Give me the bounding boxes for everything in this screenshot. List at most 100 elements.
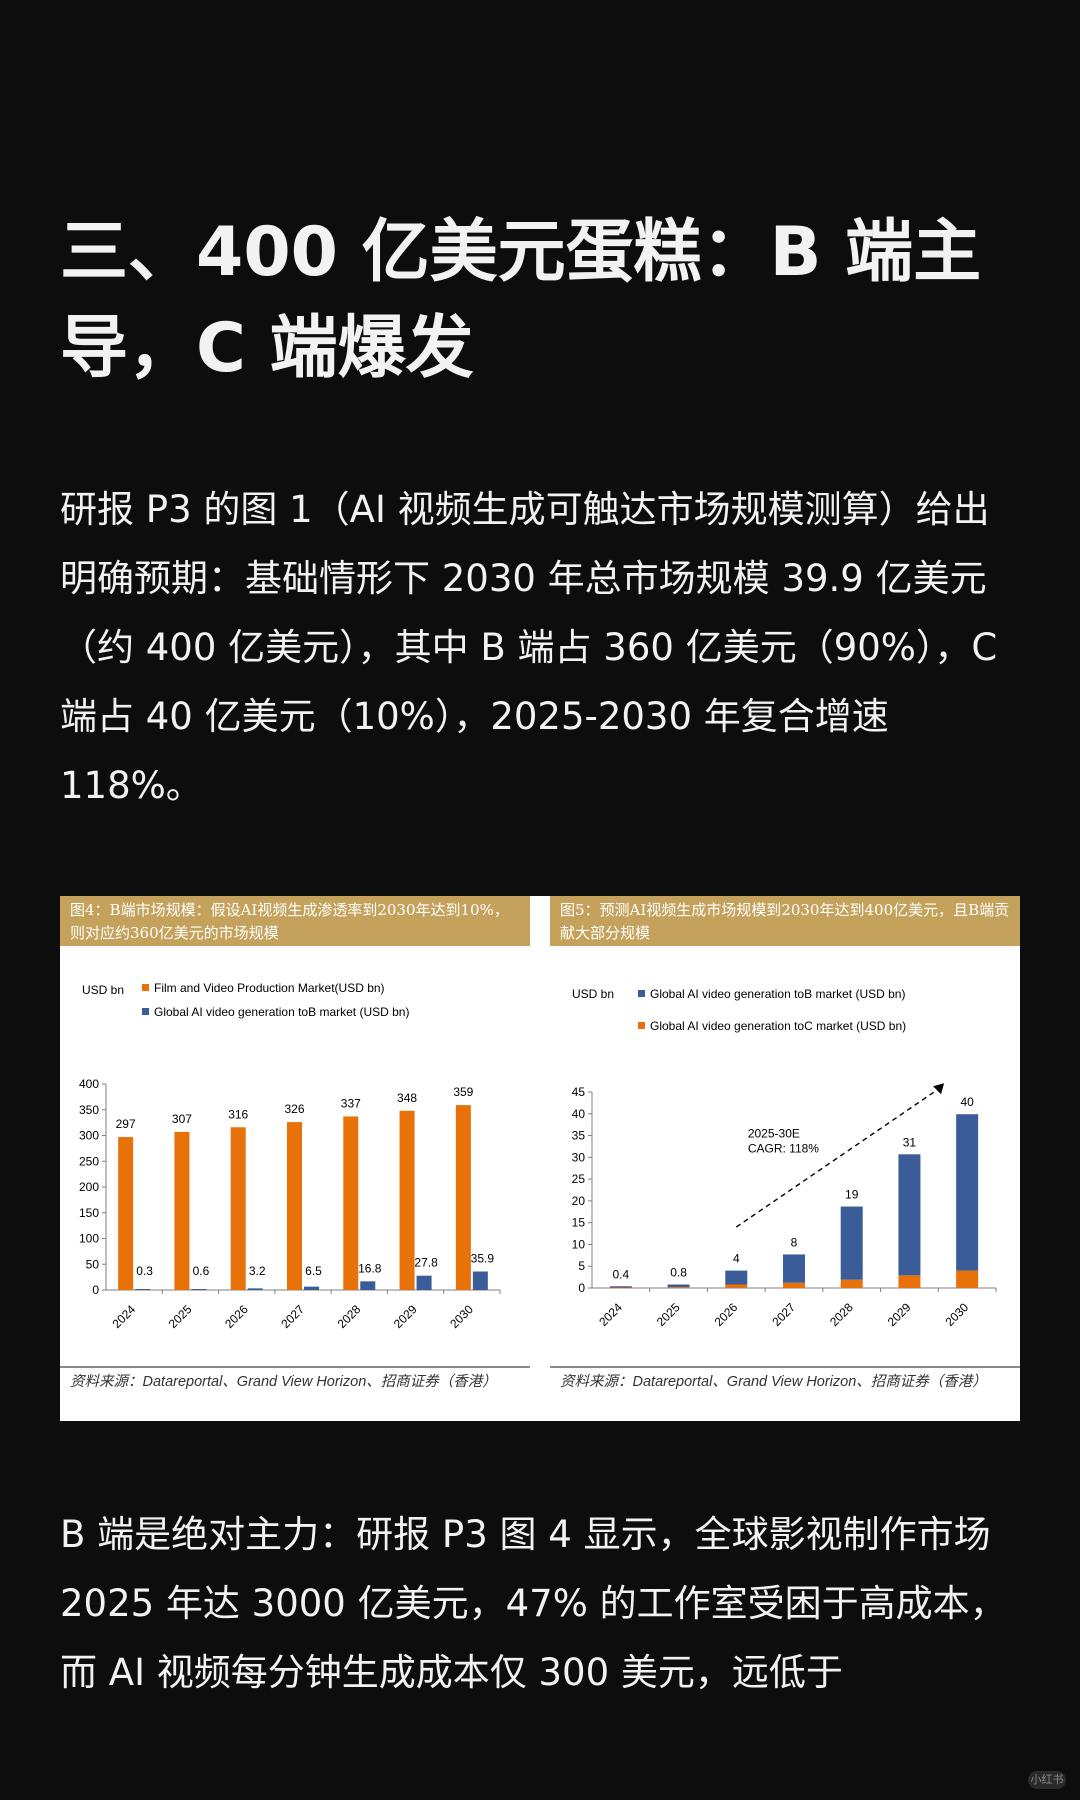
chart2-bar-toB xyxy=(956,1114,979,1271)
chart2-total-label: 8 xyxy=(791,1235,798,1249)
chart1-y-tick-label: 200 xyxy=(79,1180,99,1194)
chart1-x-tick-label: 2028 xyxy=(335,1302,364,1331)
chart1-y-tick-label: 50 xyxy=(86,1257,100,1271)
chart2-legend-label: Global AI video generation toB market (U… xyxy=(650,987,905,1001)
chart1-bar-film xyxy=(399,1110,415,1290)
chart2-total-label: 31 xyxy=(903,1135,917,1149)
chart1-bar-film xyxy=(118,1137,134,1290)
chart1-bar-toB xyxy=(416,1275,432,1290)
chart1-bar-toB xyxy=(304,1286,319,1290)
chart2-bar-toB xyxy=(783,1254,805,1283)
chart2-bar-toC xyxy=(956,1270,979,1288)
chart2-y-tick-label: 10 xyxy=(572,1237,586,1251)
chart1-data-label-film: 337 xyxy=(341,1096,361,1110)
chart2-y-tick-label: 40 xyxy=(572,1107,586,1121)
chart1-x-tick-label: 2030 xyxy=(447,1302,476,1331)
chart-film-market: USD bn Film and Video Production Market(U… xyxy=(79,981,501,1331)
chart1-y-tick-label: 300 xyxy=(79,1129,99,1143)
chart2-total-label: 0.4 xyxy=(613,1267,630,1281)
chart2-bar-toC xyxy=(609,1287,632,1289)
chart1-legend-label: Film and Video Production Market(USD bn) xyxy=(154,981,385,995)
chart2-bar-toB xyxy=(840,1206,863,1280)
chart1-data-label-toB: 6.5 xyxy=(305,1264,322,1278)
chart2-annotation: CAGR: 118% xyxy=(748,1142,819,1156)
chart2-unit: USD bn xyxy=(572,987,614,1001)
chart2-bar-toC xyxy=(783,1282,805,1288)
chart2-x-tick-label: 2025 xyxy=(654,1300,683,1329)
chart1-data-label-toB: 0.3 xyxy=(136,1264,153,1278)
chart1-bar-toB xyxy=(135,1289,151,1290)
chart1-data-label-toB: 0.6 xyxy=(193,1264,210,1278)
chart1-y-tick-label: 400 xyxy=(79,1077,99,1091)
chart2-bar-toB xyxy=(725,1270,748,1285)
chart1-legend-swatch xyxy=(142,984,149,991)
chart2-x-tick-label: 2026 xyxy=(712,1300,741,1329)
chart2-x-tick-label: 2024 xyxy=(596,1300,625,1329)
chart2-y-tick-label: 20 xyxy=(572,1194,586,1208)
page-title: 三、400 亿美元蛋糕：B 端主导，C 端爆发 xyxy=(60,213,982,388)
chart2-legend-swatch xyxy=(638,1022,645,1029)
chart1-y-tick-label: 150 xyxy=(79,1206,99,1220)
figure-4-panel: 图4：B端市场规模：假设AI视频生成渗透率到2030年达到10%，则对应约360… xyxy=(60,896,530,1421)
chart1-data-label-film: 297 xyxy=(116,1117,136,1131)
chart2-bar-toC xyxy=(667,1287,690,1288)
chart1-y-tick-label: 350 xyxy=(79,1103,99,1117)
chart1-unit: USD bn xyxy=(82,983,124,997)
chart2-y-tick-label: 35 xyxy=(572,1129,586,1143)
chart1-bar-toB xyxy=(472,1271,488,1290)
chart2-y-tick-label: 0 xyxy=(578,1281,585,1295)
figure-5-source: 资料来源：Datareportal、Grand View Horizon、招商证… xyxy=(550,1366,1020,1421)
chart2-legend-swatch xyxy=(638,990,645,997)
chart1-x-tick-label: 2024 xyxy=(109,1302,138,1331)
figure-block: 图4：B端市场规模：假设AI视频生成渗透率到2030年达到10%，则对应约360… xyxy=(60,896,1020,1421)
chart1-data-label-toB: 16.8 xyxy=(358,1261,382,1275)
chart1-data-label-film: 326 xyxy=(284,1102,304,1116)
chart2-bar-toB xyxy=(667,1284,690,1288)
chart1-y-tick-label: 0 xyxy=(92,1283,99,1297)
chart2-bar-toB xyxy=(898,1154,921,1276)
chart1-data-label-toB: 35.9 xyxy=(471,1252,495,1266)
chart1-bar-film xyxy=(230,1127,246,1290)
chart1-bar-toB xyxy=(360,1281,376,1290)
chart1-y-tick-label: 100 xyxy=(79,1232,99,1246)
chart2-bar-toC xyxy=(725,1284,748,1288)
watermark: 小红书 xyxy=(1028,1771,1066,1789)
figure-4-source: 资料来源：Datareportal、Grand View Horizon、招商证… xyxy=(60,1366,530,1421)
chart1-data-label-film: 359 xyxy=(453,1085,473,1099)
chart1-data-label-film: 307 xyxy=(172,1112,192,1126)
chart1-x-tick-label: 2029 xyxy=(391,1302,420,1331)
chart2-trend-arrow-line xyxy=(735,1088,939,1228)
chart2-bar-toB xyxy=(609,1286,632,1288)
chart1-data-label-toB: 3.2 xyxy=(249,1264,266,1278)
chart1-bar-film xyxy=(343,1116,359,1290)
chart1-data-label-film: 316 xyxy=(228,1107,248,1121)
chart2-annotation: 2025-30E xyxy=(748,1127,800,1141)
chart2-y-tick-label: 25 xyxy=(572,1172,586,1186)
chart2-y-tick-label: 45 xyxy=(572,1085,586,1099)
chart2-total-label: 19 xyxy=(845,1188,859,1202)
chart1-bar-film xyxy=(287,1122,302,1290)
chart2-legend-label: Global AI video generation toC market (U… xyxy=(650,1019,906,1033)
chart1-bar-film xyxy=(174,1131,190,1290)
chart2-total-label: 40 xyxy=(960,1095,974,1109)
chart2-y-tick-label: 30 xyxy=(572,1150,586,1164)
figure-5-panel: 图5：预测AI视频生成市场规模到2030年达到400亿美元，且B端贡献大部分规模… xyxy=(550,896,1020,1421)
chart1-legend-swatch xyxy=(142,1008,149,1015)
chart1-data-label-film: 348 xyxy=(397,1091,417,1105)
chart1-x-tick-label: 2027 xyxy=(278,1302,307,1331)
body-paragraph: B 端是绝对主力：研报 P3 图 4 显示，全球影视制作市场 2025 年达 3… xyxy=(60,1513,1007,1694)
chart2-x-tick-label: 2030 xyxy=(942,1300,971,1329)
chart1-bar-toB xyxy=(247,1288,263,1290)
chart1-x-tick-label: 2025 xyxy=(166,1302,195,1331)
chart2-bar-toC xyxy=(840,1279,863,1288)
chart2-y-tick-label: 15 xyxy=(572,1216,586,1230)
chart2-x-tick-label: 2027 xyxy=(769,1300,798,1329)
chart2-total-label: 0.8 xyxy=(670,1266,687,1280)
chart-ai-video-market: USD bn Global AI video generation toB mar… xyxy=(572,987,997,1329)
chart1-y-tick-label: 250 xyxy=(79,1154,99,1168)
chart1-x-tick-label: 2026 xyxy=(222,1302,251,1331)
chart1-bar-film xyxy=(455,1105,471,1290)
chart2-x-tick-label: 2028 xyxy=(827,1300,856,1329)
chart2-x-tick-label: 2029 xyxy=(885,1300,914,1329)
chart1-legend-label: Global AI video generation toB market (U… xyxy=(154,1005,409,1019)
